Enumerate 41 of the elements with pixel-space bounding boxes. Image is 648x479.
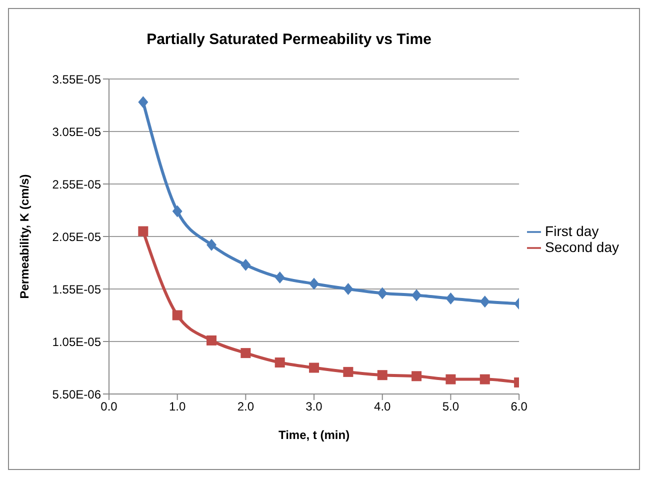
point [240,258,251,271]
x-tick-label: 6.0 [510,400,528,414]
chart-title: Partially Saturated Permeability vs Time [146,31,432,48]
point [309,362,320,373]
y-tick-label: 2.55E-05 [52,177,102,192]
x-tick-label: 1.0 [168,400,186,414]
y-tick-label: 2.05E-05 [52,230,102,244]
x-tick-label: 5.0 [442,400,460,414]
x-tick-label: 0.0 [100,400,118,414]
y-axis-title: Permeability, K (cm/s) [17,174,32,299]
legend-label: Second day [545,239,619,255]
y-tick-label: 1.55E-05 [52,282,102,296]
point [377,287,388,300]
point [172,205,182,218]
point [274,358,285,368]
point [446,374,456,384]
point [274,271,285,284]
y-tick-label: 1.05E-05 [52,334,102,349]
point [138,226,148,236]
point [240,348,251,358]
point [412,289,422,302]
y-tick-label: 3.05E-05 [52,124,102,139]
y-tick-label: 5.50E-06 [52,387,102,402]
x-axis-title: Time, t (min) [278,428,350,442]
x-tick-label: 3.0 [306,400,323,414]
point [206,238,217,251]
legend-label: First day [545,222,599,239]
point [480,296,490,308]
point [480,374,490,384]
point [377,370,388,380]
x-tick-label: 4.0 [374,400,392,414]
y-tick-label: 3.55E-05 [52,72,102,86]
point [446,292,456,304]
point [343,283,354,295]
point [343,366,354,377]
point [309,278,320,290]
point [206,335,217,346]
point [138,96,148,108]
point [172,310,182,320]
point [412,371,422,382]
x-tick-label: 2.0 [237,400,254,414]
